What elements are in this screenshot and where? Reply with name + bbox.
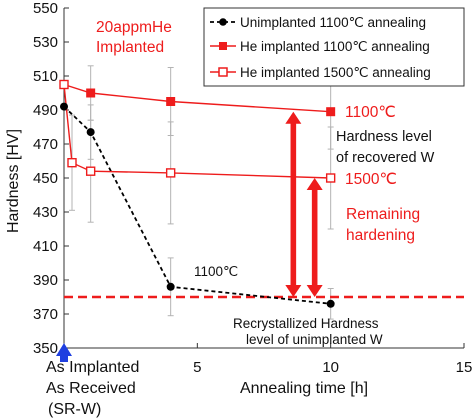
data-point-2: [165, 168, 176, 178]
y-tick-label: 510: [33, 68, 58, 85]
x-zero-sublabel-1: As Received: [46, 380, 136, 397]
data-point-1: [86, 88, 96, 98]
implant-label-line-1: 20appmHe: [96, 19, 172, 36]
data-point-0: [166, 282, 175, 291]
unimplanted-level-line-1: Recrystallized Hardness: [233, 316, 379, 331]
y-tick-label: 530: [33, 34, 58, 51]
data-point-1: [166, 97, 176, 106]
recovered-level-line-1: Hardness level: [336, 129, 432, 145]
x-zero-sublabel-2: (SR-W): [48, 401, 101, 418]
label-1100-red: 1100℃: [345, 104, 396, 121]
data-point-1: [326, 107, 336, 117]
y-tick-label: 430: [33, 204, 58, 221]
y-tick-label: 490: [33, 102, 58, 119]
legend-marker-unimplanted: [219, 18, 227, 26]
x-tick-label: 5: [193, 359, 201, 376]
remaining-hardening-line-1: Remaining: [346, 206, 420, 223]
hardening-arrow-1: [306, 178, 323, 297]
x-tick-label: 15: [456, 359, 473, 376]
markers-layer: [59, 79, 336, 308]
recovered-level-line-2: of recovered W: [336, 150, 435, 166]
arrows-layer: [285, 111, 323, 297]
legend-box: [203, 7, 465, 87]
series-line-1: [63, 83, 331, 113]
data-point-2: [85, 166, 96, 176]
x-tick-label: As Implanted: [46, 359, 139, 376]
legend-label-he1500: He implanted 1500℃ annealing: [240, 65, 431, 80]
legend-marker-he1100: [219, 42, 227, 50]
y-tick-label: 390: [33, 272, 58, 289]
data-point-2: [325, 173, 336, 183]
y-tick-label: 350: [33, 340, 58, 357]
remaining-hardening-line-2: hardening: [346, 227, 415, 244]
y-axis-title: Hardness [HV]: [5, 129, 22, 233]
hardening-arrow-0: [285, 111, 302, 297]
data-point-0: [60, 102, 68, 111]
legend: Unimplanted 1100℃ annealing He implanted…: [203, 7, 465, 87]
data-point-2: [67, 157, 77, 168]
y-tick-label: 410: [33, 238, 58, 255]
data-point-0: [326, 299, 335, 308]
y-tick-label: 550: [33, 0, 58, 17]
unimplanted-level-line-2: level of unimplanted W: [246, 332, 383, 347]
x-axis-title: Annealing time [h]: [240, 380, 368, 397]
y-tick-label: 370: [33, 306, 58, 323]
x-tick-label: 10: [322, 359, 339, 376]
y-tick-label: 450: [33, 170, 58, 187]
data-point-2: [59, 79, 69, 90]
legend-label-he1100: He implanted 1100℃ annealing: [240, 39, 430, 54]
legend-marker-he1500: [218, 67, 228, 77]
implant-label-line-2: Implanted: [96, 39, 164, 56]
y-tick-label: 470: [33, 136, 58, 153]
legend-label-unimplanted: Unimplanted 1100℃ annealing: [240, 15, 426, 30]
as-received-arrow-icon: [56, 343, 72, 362]
label-1500-red: 1500℃: [345, 171, 397, 188]
data-point-0: [86, 128, 95, 137]
label-1100-black: 1100℃: [194, 264, 238, 279]
